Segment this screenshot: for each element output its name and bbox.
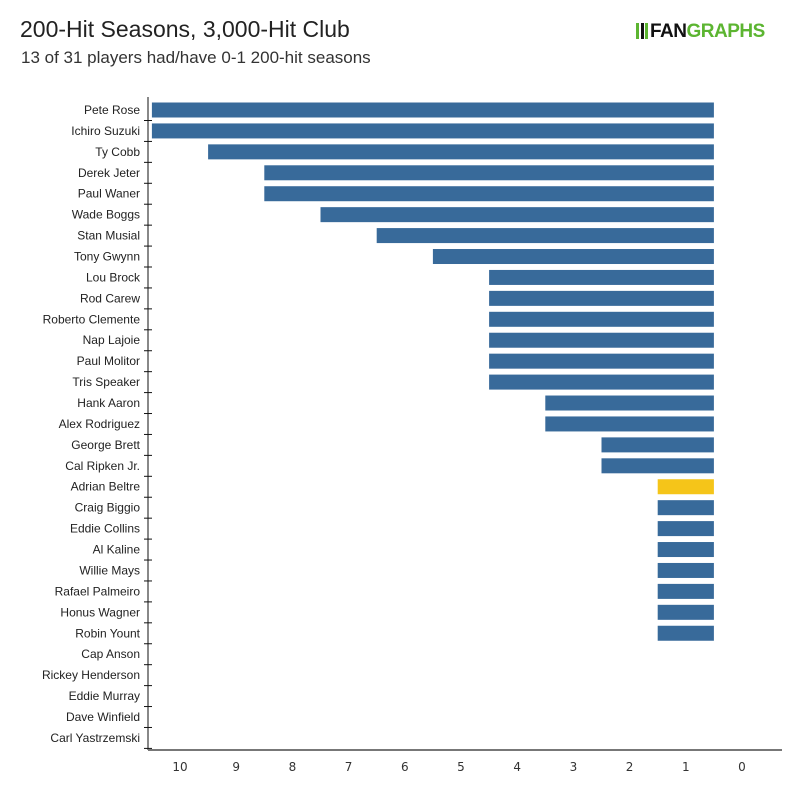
x-tick-label: 4	[513, 760, 521, 774]
bar	[657, 562, 714, 578]
x-tick-label: 1	[682, 760, 690, 774]
category-label: Wade Boggs	[72, 208, 140, 222]
bar	[264, 186, 714, 202]
category-label: Honus Wagner	[60, 605, 140, 619]
category-label: Lou Brock	[86, 270, 141, 284]
bar	[545, 416, 714, 432]
category-label: George Brett	[71, 438, 140, 452]
x-tick-label: 8	[289, 760, 297, 774]
category-label: Paul Molitor	[77, 354, 140, 368]
category-label: Ty Cobb	[95, 145, 140, 159]
bar	[657, 625, 714, 641]
category-label: Alex Rodriguez	[59, 417, 140, 431]
bar	[432, 249, 714, 265]
logo-icon	[636, 23, 648, 39]
category-label: Adrian Beltre	[71, 480, 141, 494]
bar	[545, 395, 714, 411]
bar	[601, 437, 714, 453]
category-label: Eddie Murray	[69, 689, 140, 703]
bar	[657, 604, 714, 620]
x-tick-label: 2	[626, 760, 634, 774]
category-label: Dave Winfield	[66, 710, 140, 724]
chart-title: 200-Hit Seasons, 3,000-Hit Club	[20, 16, 350, 42]
bar	[151, 123, 714, 139]
bar	[489, 332, 714, 348]
bar	[489, 311, 714, 327]
bar	[657, 521, 714, 537]
bar	[657, 583, 714, 599]
bar	[489, 290, 714, 306]
chart-subtitle: 13 of 31 players had/have 0-1 200-hit se…	[21, 48, 371, 67]
category-label: Tony Gwynn	[74, 250, 140, 264]
x-tick-label: 9	[232, 760, 240, 774]
category-label: Stan Musial	[77, 229, 140, 243]
x-tick-label: 7	[345, 760, 353, 774]
category-label: Eddie Collins	[70, 522, 140, 536]
category-label: Derek Jeter	[78, 166, 140, 180]
x-tick-label: 3	[570, 760, 578, 774]
bar	[264, 165, 714, 181]
bar	[657, 479, 714, 495]
bar	[151, 102, 714, 118]
category-label: Cal Ripken Jr.	[65, 459, 140, 473]
category-label: Ichiro Suzuki	[71, 124, 140, 138]
category-label: Hank Aaron	[77, 396, 140, 410]
category-label: Rod Carew	[80, 291, 140, 305]
bar	[376, 228, 714, 244]
category-label: Rafael Palmeiro	[55, 584, 141, 598]
category-label: Carl Yastrzemski	[50, 731, 140, 745]
category-label: Tris Speaker	[72, 375, 140, 389]
x-tick-label: 0	[738, 760, 746, 774]
category-label: Pete Rose	[84, 103, 140, 117]
category-label: Craig Biggio	[75, 501, 141, 515]
category-label: Robin Yount	[75, 626, 140, 640]
bar	[208, 144, 714, 160]
category-label: Roberto Clemente	[43, 312, 141, 326]
bar	[489, 353, 714, 369]
bar	[489, 269, 714, 285]
category-label: Rickey Henderson	[42, 668, 140, 682]
x-tick-label: 10	[172, 760, 187, 774]
bar	[320, 207, 714, 223]
category-label: Paul Waner	[78, 187, 140, 201]
x-tick-label: 5	[457, 760, 465, 774]
category-label: Al Kaline	[93, 543, 141, 557]
category-label: Willie Mays	[79, 563, 140, 577]
bar	[489, 374, 714, 390]
fangraphs-logo: FANGRAPHS	[636, 21, 765, 43]
x-tick-label: 6	[401, 760, 409, 774]
category-label: Cap Anson	[81, 647, 140, 661]
bar	[657, 500, 714, 516]
bar	[657, 542, 714, 558]
category-label: Nap Lajoie	[83, 333, 141, 347]
bar	[601, 458, 714, 474]
